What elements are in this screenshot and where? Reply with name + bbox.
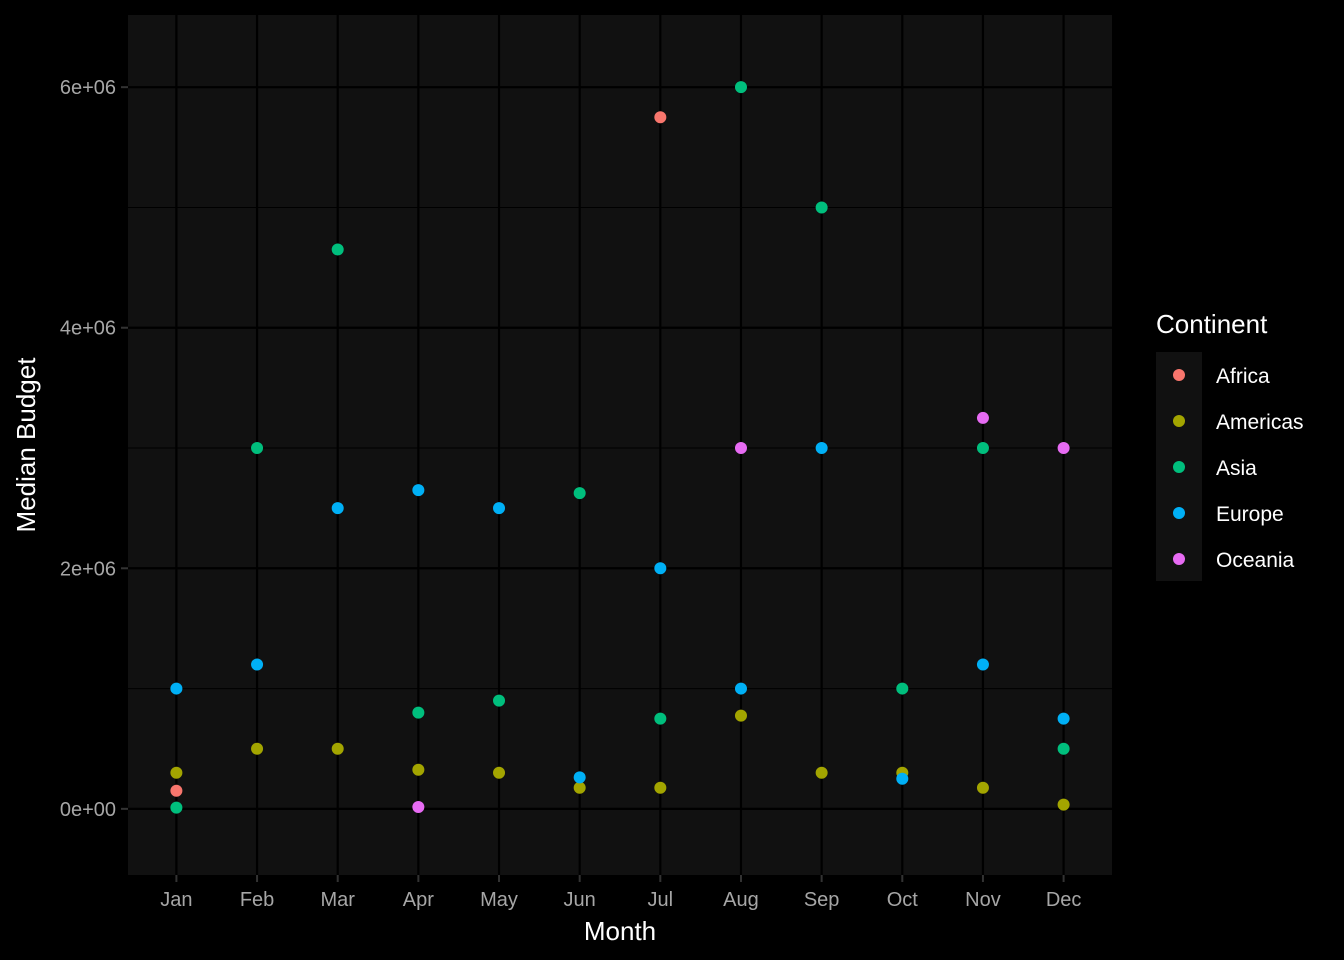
x-tick-label: Apr [403,889,434,911]
data-point-americas [493,766,506,779]
legend-key-africa [1173,369,1185,381]
data-point-americas [251,742,264,755]
legend: Continent Africa Americas Asia Europe Oceani… [1156,309,1304,581]
data-point-africa [170,784,183,797]
data-point-europe [815,442,828,455]
data-point-europe [896,772,909,785]
legend-label-asia: Asia [1216,457,1257,480]
x-tick-label: Sep [804,889,840,911]
data-point-asia [493,694,506,707]
data-point-americas [331,742,344,755]
data-points [170,81,1070,814]
x-tick-label: Mar [320,889,355,911]
minor-gridlines [128,206,1112,690]
data-point-americas [815,766,828,779]
x-tick-label: Jun [564,889,596,911]
data-point-europe [331,502,344,515]
x-axis: Jan Feb Mar Apr May Jun Jul Aug Sep Oct Nov Dec [160,875,1081,911]
x-tick-label: Nov [965,889,1001,911]
x-tick-label: Oct [887,889,919,911]
data-point-asia [1057,742,1070,755]
x-tick-label: Jul [648,889,674,911]
data-point-europe [170,682,183,695]
data-point-oceania [734,442,747,455]
data-point-europe [734,682,747,695]
data-point-americas [1057,798,1070,811]
data-point-asia [734,81,747,94]
data-point-asia [976,442,989,455]
y-tick-label: 4e+06 [60,318,116,340]
y-tick-label: 0e+00 [60,799,116,821]
data-point-asia [815,201,828,214]
data-point-oceania [412,801,425,814]
data-point-americas [734,709,747,722]
data-point-europe [412,484,425,497]
data-point-americas [654,781,667,794]
data-point-americas [170,766,183,779]
data-point-americas [976,781,989,794]
legend-label-americas: Americas [1216,411,1304,434]
data-point-asia [896,682,909,695]
x-tick-label: Feb [240,889,274,911]
plot-panel [128,15,1112,875]
legend-items: Africa Americas Asia Europe Oceania [1173,365,1304,572]
data-point-europe [654,562,667,575]
data-point-americas [573,781,586,794]
data-point-africa [654,111,667,124]
x-tick-label: Jan [160,889,192,911]
legend-title: Continent [1156,309,1268,339]
x-tick-label: Aug [723,889,759,911]
data-point-europe [493,502,506,515]
data-point-asia [170,801,183,814]
x-tick-label: Dec [1046,889,1082,911]
legend-key-asia [1173,461,1185,473]
y-tick-label: 6e+06 [60,77,116,99]
data-point-oceania [976,411,989,424]
legend-key-europe [1173,507,1185,519]
data-point-oceania [1057,442,1070,455]
legend-label-oceania: Oceania [1216,549,1295,572]
y-tick-label: 2e+06 [60,558,116,580]
legend-label-africa: Africa [1216,365,1270,388]
data-point-europe [251,658,264,671]
x-tick-label: May [480,889,518,911]
legend-key-americas [1173,415,1185,427]
data-point-asia [412,706,425,719]
data-point-asia [573,487,586,500]
data-point-americas [412,763,425,776]
data-point-asia [654,712,667,725]
data-point-asia [331,243,344,256]
data-point-europe [1057,712,1070,725]
legend-key-oceania [1173,553,1185,565]
legend-label-europe: Europe [1216,503,1284,526]
y-axis-title: Median Budget [11,357,41,533]
y-axis: 0e+00 2e+06 4e+06 6e+06 [60,77,128,821]
x-axis-title: Month [584,916,656,946]
data-point-asia [251,442,264,455]
data-point-europe [976,658,989,671]
data-point-europe [573,771,586,784]
